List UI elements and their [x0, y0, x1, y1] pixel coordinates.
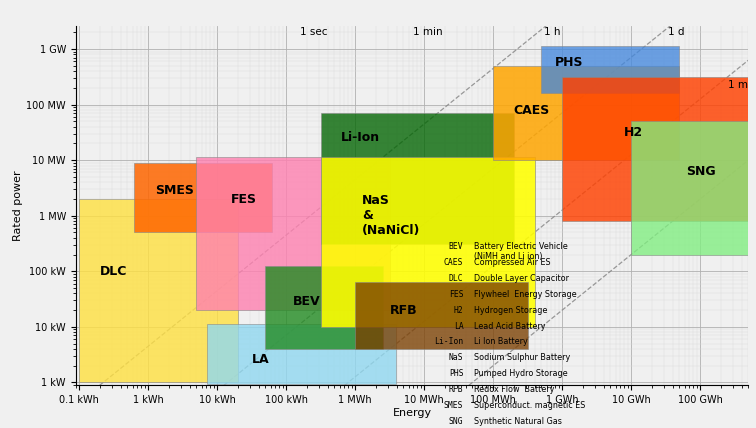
Text: H2: H2 — [454, 306, 463, 315]
Text: Pumped Hydro Storage: Pumped Hydro Storage — [474, 369, 568, 378]
Bar — [562, 77, 748, 221]
Text: FES: FES — [231, 193, 257, 205]
Bar — [631, 121, 756, 255]
Bar — [197, 158, 389, 310]
Text: Lead Acid Battery: Lead Acid Battery — [474, 321, 545, 330]
Bar — [321, 113, 514, 244]
Text: NaS: NaS — [449, 353, 463, 362]
Text: LA: LA — [252, 353, 269, 366]
Text: Li Ion Battery: Li Ion Battery — [474, 337, 528, 346]
Text: H2: H2 — [624, 126, 643, 139]
Text: Li-Ion: Li-Ion — [434, 337, 463, 346]
Text: Compressed Air ES: Compressed Air ES — [474, 258, 550, 267]
Bar — [321, 158, 534, 327]
Text: (NiMH and Li ion): (NiMH and Li ion) — [474, 252, 542, 261]
Text: CAES: CAES — [514, 104, 550, 117]
Bar — [355, 282, 528, 349]
Text: RFB: RFB — [449, 385, 463, 394]
Text: Double Layer Capacitor: Double Layer Capacitor — [474, 274, 569, 283]
Text: Flywheel  Energy Storage: Flywheel Energy Storage — [474, 290, 576, 299]
Text: 1 min: 1 min — [413, 27, 442, 37]
Text: FES: FES — [449, 290, 463, 299]
Text: 1 m: 1 m — [728, 80, 748, 90]
Text: SMES: SMES — [444, 401, 463, 410]
Text: NaS
&
(NaNiCl): NaS & (NaNiCl) — [362, 194, 420, 237]
Text: 1 sec: 1 sec — [300, 27, 327, 37]
Bar — [79, 199, 238, 383]
Bar — [493, 65, 680, 160]
Text: Sodium Sulphur Battery: Sodium Sulphur Battery — [474, 353, 570, 362]
Text: Synthetic Natural Gas: Synthetic Natural Gas — [474, 416, 562, 425]
Text: Redox Flow  Battery: Redox Flow Battery — [474, 385, 554, 394]
Text: Li-Ion: Li-Ion — [341, 131, 380, 144]
Bar — [265, 266, 383, 349]
Bar — [135, 163, 272, 232]
Text: BEV: BEV — [449, 242, 463, 251]
Text: SNG: SNG — [686, 165, 716, 178]
Bar — [541, 46, 680, 93]
Bar — [467, 241, 748, 385]
Text: Hydrogen Storage: Hydrogen Storage — [474, 306, 547, 315]
Text: DLC: DLC — [449, 274, 463, 283]
Text: Battery Electric Vehicle: Battery Electric Vehicle — [474, 242, 568, 251]
Text: Superconduct. magnetic ES: Superconduct. magnetic ES — [474, 401, 585, 410]
Text: DLC: DLC — [100, 265, 127, 278]
Text: CAES: CAES — [444, 258, 463, 267]
Text: SMES: SMES — [155, 184, 194, 197]
Text: LA: LA — [454, 321, 463, 330]
Text: RFB: RFB — [389, 304, 417, 317]
Text: 1 h: 1 h — [544, 27, 560, 37]
Text: PHS: PHS — [449, 369, 463, 378]
Text: SNG: SNG — [449, 416, 463, 425]
Text: BEV: BEV — [293, 295, 321, 308]
Text: PHS: PHS — [555, 56, 584, 69]
Y-axis label: Rated power: Rated power — [14, 170, 23, 241]
Bar — [206, 324, 396, 384]
X-axis label: Energy: Energy — [392, 408, 432, 418]
Text: 1 d: 1 d — [668, 27, 684, 37]
